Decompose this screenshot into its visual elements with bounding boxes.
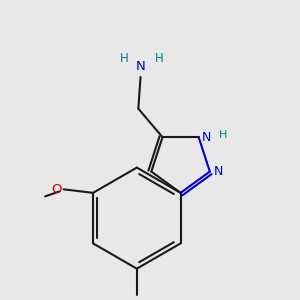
Text: H: H: [218, 130, 227, 140]
Text: N: N: [213, 165, 223, 178]
Text: N: N: [202, 131, 212, 144]
Text: H: H: [119, 52, 128, 65]
Text: H: H: [154, 52, 164, 65]
Text: N: N: [136, 61, 146, 74]
Text: O: O: [51, 183, 62, 196]
